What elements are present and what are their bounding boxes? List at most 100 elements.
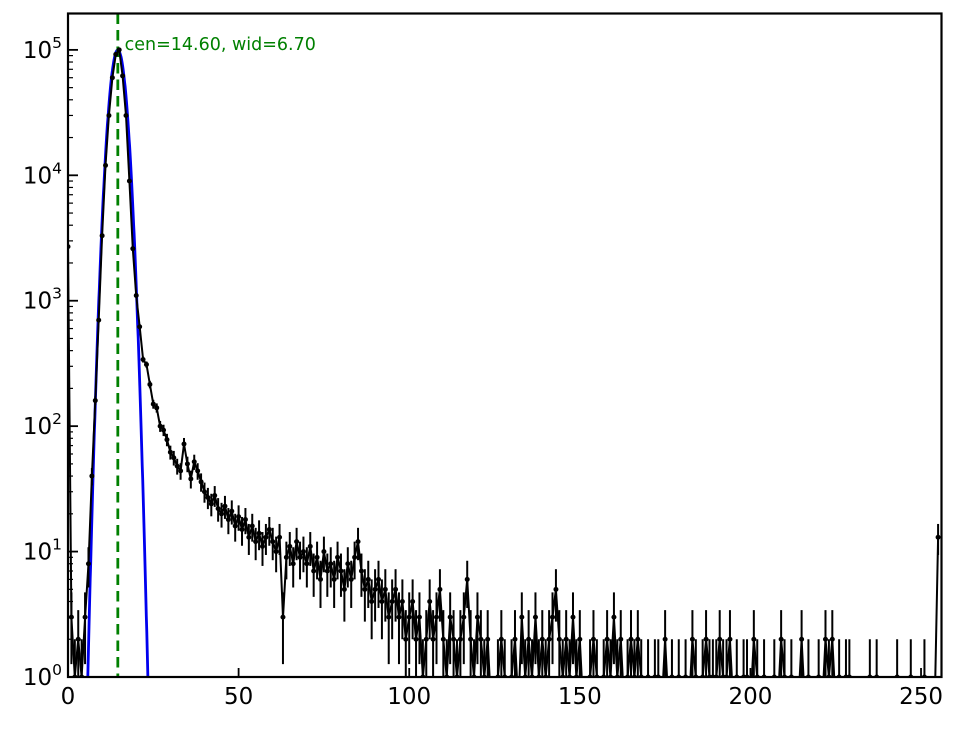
data-point-marker	[99, 233, 105, 239]
data-point-marker	[829, 636, 835, 642]
data-point-marker	[618, 636, 624, 642]
data-point-marker	[563, 636, 569, 642]
y-tick-label: 103	[23, 285, 62, 315]
data-point-marker	[184, 461, 190, 467]
data-point-marker	[461, 614, 467, 620]
data-point-marker	[270, 539, 276, 545]
data-point-marker	[778, 636, 784, 642]
data-point-marker	[150, 401, 156, 407]
data-point-marker	[120, 73, 126, 79]
data-point-marker	[628, 636, 634, 642]
data-point-marker	[338, 568, 344, 574]
data-point-marker	[440, 636, 446, 642]
data-point-marker	[468, 636, 474, 642]
data-point-marker	[123, 112, 129, 118]
data-point-marker	[430, 636, 436, 642]
data-point-marker	[113, 51, 119, 57]
data-point-marker	[140, 356, 146, 362]
data-point-marker	[290, 561, 296, 567]
fit-annotation-label: cen=14.60, wid=6.70	[125, 35, 316, 55]
data-point-marker	[341, 586, 347, 592]
data-point-marker	[236, 514, 242, 520]
data-point-marker	[348, 576, 354, 582]
data-point-marker	[154, 405, 160, 411]
data-point-marker	[130, 246, 136, 252]
data-point-marker	[109, 75, 115, 81]
data-point-marker	[75, 636, 81, 642]
data-point-marker	[727, 636, 733, 642]
data-point-marker	[437, 586, 443, 592]
data-point-marker	[297, 554, 303, 560]
x-tick-label: 100	[387, 684, 431, 710]
data-point-marker	[215, 506, 221, 512]
data-point-marker	[689, 636, 695, 642]
data-point-marker	[277, 534, 283, 540]
data-point-marker	[550, 614, 556, 620]
data-point-marker	[198, 479, 204, 485]
data-point-marker	[604, 636, 610, 642]
plot-frame	[66, 12, 943, 679]
x-tick-label: 200	[728, 684, 772, 710]
data-point-marker	[82, 614, 88, 620]
data-point-marker	[280, 614, 286, 620]
data-point-marker	[399, 598, 405, 604]
data-point-marker	[556, 636, 562, 642]
data-point-marker	[317, 576, 323, 582]
data-point-marker	[167, 449, 173, 455]
y-tick-label: 104	[23, 159, 62, 189]
data-point-marker	[232, 523, 238, 529]
data-point-marker	[423, 636, 429, 642]
data-point-marker	[283, 554, 289, 560]
data-point-marker	[352, 554, 358, 560]
data-point-marker	[365, 576, 371, 582]
data-point-marker	[519, 614, 525, 620]
data-point-marker	[447, 614, 453, 620]
data-point-marker	[96, 317, 102, 323]
data-point-marker	[246, 534, 252, 540]
data-point-marker	[451, 636, 457, 642]
errorbar-group	[68, 49, 940, 677]
data-point-marker	[355, 539, 361, 545]
data-point-marker	[464, 576, 470, 582]
data-point-marker	[195, 468, 201, 474]
data-point-marker	[546, 636, 552, 642]
data-point-marker	[92, 398, 98, 404]
data-point-marker	[314, 554, 320, 560]
data-point-marker	[263, 534, 269, 540]
data-point-marker	[434, 614, 440, 620]
data-point-marker	[362, 586, 368, 592]
data-point-marker	[822, 636, 828, 642]
histogram-line	[68, 48, 940, 677]
x-tick-label: 0	[61, 684, 76, 710]
data-point-marker	[321, 549, 327, 555]
data-point-marker	[335, 554, 341, 560]
data-point-marker	[137, 324, 143, 330]
data-point-marker	[256, 530, 262, 536]
data-point-marker	[188, 476, 194, 482]
data-point-marker	[372, 586, 378, 592]
data-point-marker	[89, 473, 95, 479]
data-point-marker	[324, 568, 330, 574]
data-point-marker	[396, 614, 402, 620]
data-point-marker	[577, 636, 583, 642]
data-point-marker	[498, 636, 504, 642]
data-point-marker	[611, 614, 617, 620]
data-point-marker	[174, 463, 180, 469]
data-point-marker	[147, 381, 153, 387]
marker-group	[68, 47, 941, 677]
data-point-marker	[259, 543, 265, 549]
data-point-marker	[570, 614, 576, 620]
data-point-marker	[311, 568, 317, 574]
data-point-marker	[799, 636, 805, 642]
data-point-marker	[427, 598, 433, 604]
data-point-marker	[201, 489, 207, 495]
data-point-marker	[526, 636, 532, 642]
data-point-marker	[751, 636, 757, 642]
data-point-marker	[413, 636, 419, 642]
data-point-marker	[307, 543, 313, 549]
data-point-marker	[532, 614, 538, 620]
data-point-marker	[219, 511, 225, 517]
data-point-marker	[178, 468, 184, 474]
data-point-marker	[116, 47, 122, 53]
